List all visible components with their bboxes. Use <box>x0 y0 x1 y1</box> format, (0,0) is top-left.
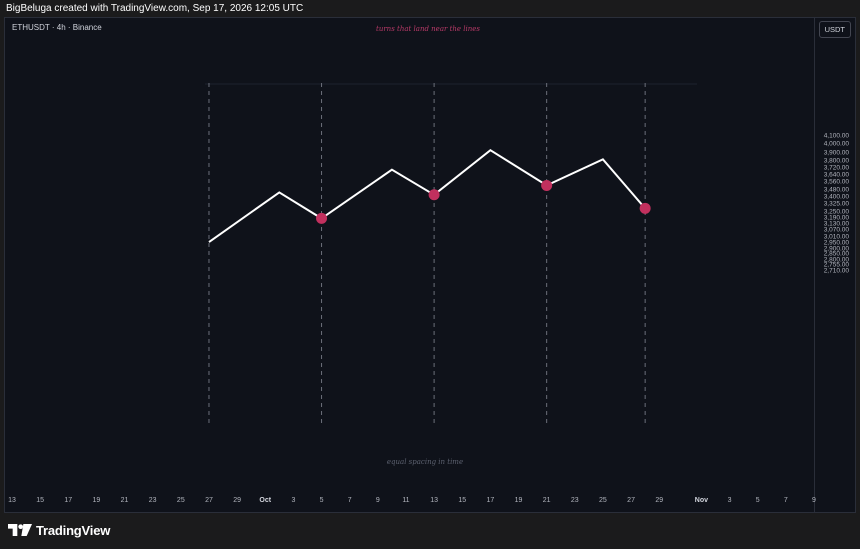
price-tick-label: 3,800.00 <box>823 157 849 165</box>
price-tick-label: 3,070.00 <box>823 226 849 234</box>
time-tick-label: 3 <box>727 497 732 504</box>
time-tick-label: 17 <box>64 497 73 504</box>
plot-area[interactable] <box>5 18 815 493</box>
time-tick-label: 9 <box>375 497 380 504</box>
price-tick-label: 4,000.00 <box>823 140 849 148</box>
attribution-text: BigBeluga created with TradingView.com, … <box>6 3 304 14</box>
tradingview-logo[interactable]: TradingView <box>8 522 110 538</box>
time-tick-label: Nov <box>694 497 709 504</box>
price-tick-label: 3,720.00 <box>823 164 849 172</box>
price-tick-label: 3,560.00 <box>823 178 849 186</box>
price-axis[interactable]: USDT 4,100.00 4,000.00 3,900.00 3,800.00 3,7… <box>814 18 855 512</box>
time-tick-label: 7 <box>783 497 788 504</box>
price-tick-label: 4,100.00 <box>823 132 849 140</box>
price-tick-label: 3,190.00 <box>823 214 849 222</box>
time-tick-label: 19 <box>92 497 101 504</box>
price-tick-label: 3,640.00 <box>823 171 849 179</box>
time-tick-label: 9 <box>812 497 816 504</box>
price-tick-label: 2,900.00 <box>823 245 849 253</box>
time-tick-label: 15 <box>458 497 467 504</box>
time-axis[interactable]: 13 15 17 19 21 23 25 27 29 Oct 3 5 7 9 11 13 15 17 19 21 23 2… <box>5 492 816 512</box>
price-tick-label: 3,900.00 <box>823 149 849 157</box>
time-tick-label: 19 <box>514 497 523 504</box>
time-tick-label: 11 <box>402 497 410 504</box>
time-tick-label: 27 <box>627 497 635 504</box>
time-tick-label: 23 <box>148 497 157 504</box>
time-tick-label: 23 <box>570 497 579 504</box>
price-tick-label: 3,480.00 <box>823 186 849 194</box>
time-tick-label: 13 <box>8 497 16 504</box>
zigzag-price-line[interactable] <box>208 148 646 243</box>
price-tick-label: 3,325.00 <box>823 200 849 208</box>
price-tick-label: 3,130.00 <box>823 220 849 228</box>
time-tick-label: 29 <box>233 497 242 504</box>
time-tick-label: 13 <box>430 497 438 504</box>
annotation-top: turns that land near the lines <box>376 25 480 33</box>
price-tick-label: 2,950.00 <box>823 239 849 247</box>
time-tick-label: 7 <box>347 497 352 504</box>
price-tick-label: 3,400.00 <box>823 193 849 201</box>
time-tick-label: 29 <box>655 497 664 504</box>
turn-marker[interactable] <box>639 202 651 214</box>
annotation-bottom: equal spacing in time <box>386 458 464 466</box>
time-tick-label: 15 <box>36 497 45 504</box>
time-tick-label: 27 <box>205 497 213 504</box>
price-tick-label: 3,250.00 <box>823 208 849 216</box>
time-tick-label: 5 <box>319 497 324 504</box>
turn-marker[interactable] <box>428 189 440 201</box>
price-chart-svg[interactable] <box>5 18 815 493</box>
time-tick-label: 25 <box>599 497 607 504</box>
price-tick-label: 2,755.00 <box>823 261 849 269</box>
price-tick-label: 3,010.00 <box>823 233 849 241</box>
time-tick-label: 25 <box>176 497 185 504</box>
tradingview-logo-text: TradingView <box>36 522 111 538</box>
time-tick-label: 21 <box>542 497 551 504</box>
tradingview-logo-icon <box>8 524 32 536</box>
price-tick-label: 2,800.00 <box>823 256 849 264</box>
time-tick-label: 17 <box>486 497 495 504</box>
attribution-bar: BigBeluga created with TradingView.com, … <box>0 0 860 18</box>
chart-panel[interactable]: ETHUSDT · 4h · Binance turns that land n… <box>4 17 856 513</box>
time-tick-label: 3 <box>291 497 296 504</box>
price-tick-label: 2,710.00 <box>823 267 849 275</box>
time-tick-label: 5 <box>755 497 760 504</box>
turn-marker[interactable] <box>316 212 328 224</box>
time-tick-label: Oct <box>259 497 272 504</box>
time-tick-label: 21 <box>120 497 129 504</box>
turn-marker[interactable] <box>541 179 553 191</box>
symbol-legend[interactable]: ETHUSDT · 4h · Binance <box>12 23 102 32</box>
price-tick-label: 2,850.00 <box>823 250 849 258</box>
currency-badge[interactable]: USDT <box>818 21 851 38</box>
